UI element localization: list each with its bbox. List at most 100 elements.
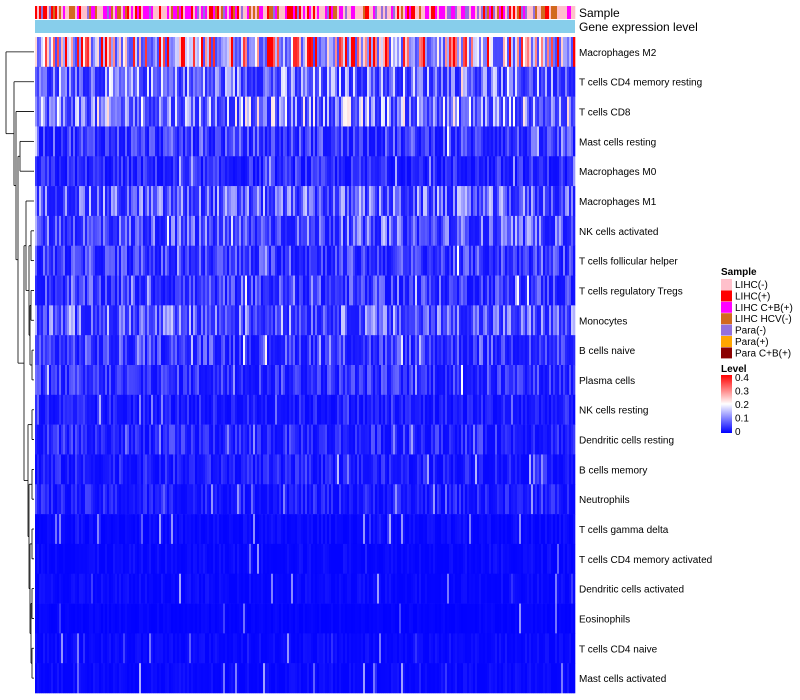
heatmap-cell: [197, 305, 200, 336]
heatmap-cell: [187, 424, 190, 455]
heatmap-cell: [375, 275, 378, 306]
heatmap-cell: [471, 245, 474, 276]
heatmap-cell: [113, 96, 116, 127]
heatmap-cell: [213, 186, 216, 217]
heatmap-cell: [541, 514, 544, 545]
heatmap-cell: [249, 365, 252, 396]
heatmap-cell: [379, 424, 382, 455]
heatmap-cell: [249, 215, 252, 247]
heatmap-cell: [221, 126, 224, 157]
heatmap-cell: [311, 454, 314, 485]
heatmap-cell: [313, 96, 316, 127]
heatmap-cell: [409, 215, 412, 247]
heatmap-cell: [253, 365, 256, 396]
heatmap-cell: [355, 37, 358, 68]
heatmap-cell: [487, 245, 490, 276]
heatmap-cell: [155, 484, 158, 515]
heatmap-cell: [313, 514, 316, 545]
heatmap-cell: [251, 156, 254, 187]
heatmap-cell: [147, 37, 150, 68]
heatmap-cell: [277, 335, 280, 366]
heatmap-cell: [225, 275, 228, 306]
heatmap-cell: [517, 335, 520, 366]
heatmap-cell: [461, 305, 464, 336]
heatmap-cell: [213, 215, 216, 247]
heatmap-cell: [251, 126, 254, 157]
heatmap-cell: [133, 335, 136, 366]
heatmap-cell: [419, 126, 422, 157]
heatmap-cell: [335, 37, 338, 68]
heatmap-cell: [347, 126, 350, 157]
heatmap-cell: [491, 335, 494, 366]
heatmap-cell: [533, 186, 536, 217]
heatmap-cell: [351, 484, 354, 515]
sample-annotation-cell: [475, 6, 478, 19]
heatmap-cell: [237, 335, 240, 366]
heatmap-cell: [419, 275, 422, 306]
heatmap-cell: [525, 156, 528, 187]
heatmap-cell: [189, 305, 192, 336]
heatmap-cell: [297, 186, 300, 217]
heatmap-cell: [525, 484, 528, 515]
heatmap-cell: [157, 215, 160, 247]
heatmap-cell: [135, 394, 138, 425]
heatmap-cell: [191, 37, 194, 68]
sample-annotation-cell: [245, 6, 248, 19]
heatmap-cell: [469, 514, 472, 545]
heatmap-cell: [103, 514, 106, 545]
heatmap-cell: [317, 305, 320, 336]
heatmap-cell: [163, 37, 166, 68]
heatmap-cell: [63, 365, 66, 396]
heatmap-cell: [441, 186, 444, 217]
heatmap-cell: [399, 454, 402, 485]
heatmap-cell: [417, 156, 420, 187]
heatmap-cell: [91, 215, 94, 247]
heatmap-cell: [279, 215, 282, 247]
heatmap-cell: [333, 215, 336, 247]
heatmap-cell: [431, 335, 434, 366]
heatmap-cell: [233, 335, 236, 366]
heatmap-cell: [347, 66, 350, 97]
heatmap-cell: [113, 126, 116, 157]
heatmap-cell: [457, 394, 460, 425]
heatmap-cell: [137, 335, 140, 366]
heatmap-cell: [547, 454, 550, 485]
heatmap-cell: [571, 335, 574, 366]
heatmap-cell: [163, 275, 166, 306]
heatmap-cell: [287, 454, 290, 485]
heatmap-cell: [459, 424, 462, 455]
heatmap-cell: [355, 305, 358, 336]
heatmap-cell: [179, 424, 182, 455]
heatmap-cell: [323, 484, 326, 515]
sample-annotation-cell: [327, 6, 330, 19]
heatmap-cell: [417, 454, 420, 485]
heatmap-cell: [113, 394, 116, 425]
heatmap-cell: [445, 424, 448, 455]
heatmap-cell: [539, 186, 542, 217]
heatmap-cell: [401, 394, 404, 425]
heatmap-cell: [223, 215, 226, 247]
heatmap-cell: [463, 156, 466, 187]
heatmap-cell: [41, 365, 44, 396]
heatmap-cell: [551, 484, 554, 515]
heatmap-cell: [37, 37, 40, 68]
heatmap-cell: [525, 96, 528, 127]
sample-annotation-cell: [469, 6, 472, 19]
heatmap-cell: [79, 484, 82, 515]
heatmap-cell: [223, 37, 226, 68]
heatmap-cell: [513, 37, 516, 68]
heatmap-cell: [491, 96, 494, 127]
heatmap-cell: [189, 484, 192, 515]
heatmap-cell: [553, 96, 556, 127]
heatmap-cell: [485, 394, 488, 425]
heatmap-cell: [181, 275, 184, 306]
heatmap-cell: [103, 37, 106, 68]
heatmap-cell: [151, 424, 154, 455]
heatmap-cell: [299, 514, 302, 545]
heatmap-cell: [93, 514, 96, 545]
heatmap-cell: [331, 484, 334, 515]
heatmap-cell: [107, 96, 110, 127]
heatmap-cell: [161, 275, 164, 306]
heatmap-cell: [425, 186, 428, 217]
heatmap-cell: [297, 394, 300, 425]
